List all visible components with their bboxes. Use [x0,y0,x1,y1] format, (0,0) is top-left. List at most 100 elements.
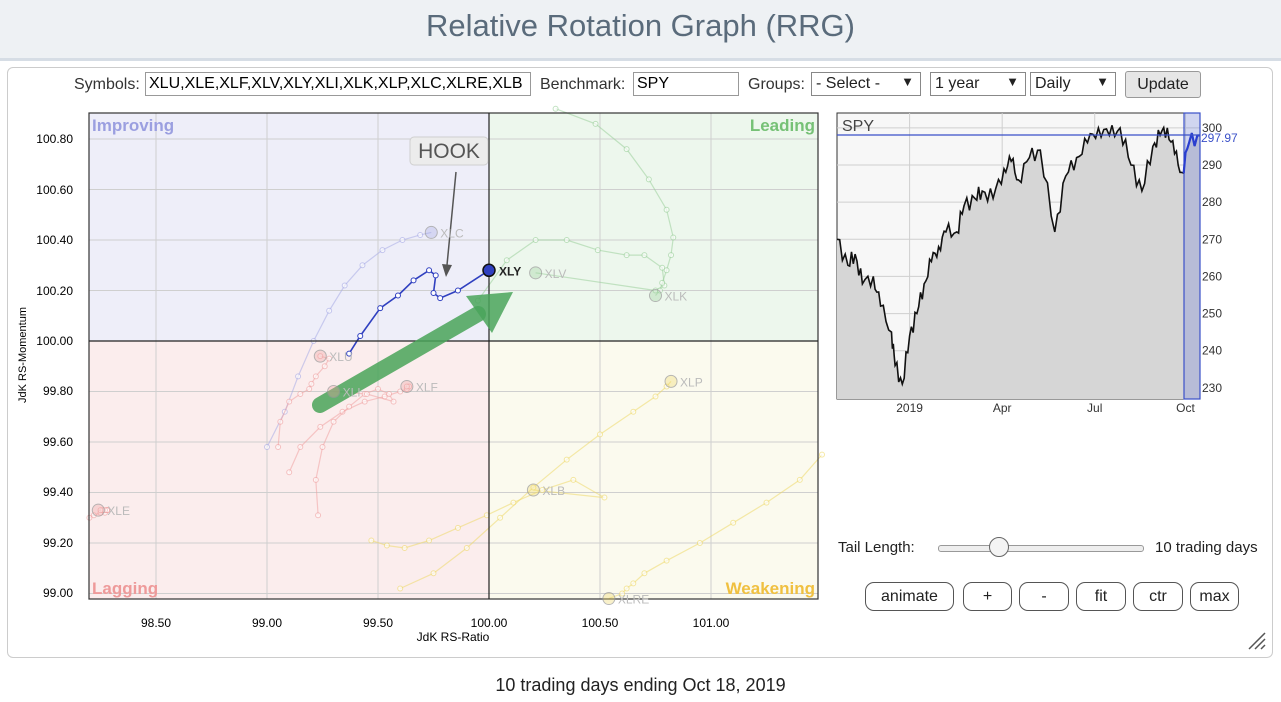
rrg-tail-point [463,545,470,552]
benchmark-label: Benchmark: [540,76,626,93]
frequency-select[interactable]: Daily ▼ [1030,72,1116,96]
rrg-point-xli[interactable] [327,385,341,398]
rrg-tail-point [417,231,424,238]
rrg-tail-point [286,398,293,405]
rrg-point-label: XLU [329,350,352,364]
rrg-tail-point [306,385,313,392]
improving-label: Improving [92,116,174,135]
rrg-tail-point [630,408,637,415]
rrg-point-xlv[interactable] [529,266,543,280]
x-tick-label: 100.00 [471,616,508,630]
rrg-point-label: XLY [499,264,521,278]
max-button[interactable]: max [1190,582,1239,611]
rrg-tail-point [264,444,270,451]
dropdown-arrow-icon: ▼ [1006,74,1019,89]
rrg-point-label: XLRE [618,593,649,607]
rrg-tail-point [656,287,663,294]
rrg-tail-point [663,267,670,274]
rrg-tail-point [394,292,401,299]
x-tick-label: 99.50 [363,616,393,630]
resize-handle-icon[interactable] [1247,631,1267,651]
rrg-tail-point [330,418,337,425]
leading-label: Leading [750,116,815,135]
x-axis-label: JdK RS-Ratio [417,630,490,644]
rrg-point-xlf[interactable] [400,379,414,393]
y-tick-label: 100.20 [36,284,73,298]
tail-length-label: Tail Length: [838,539,915,556]
fit-button[interactable]: fit [1076,582,1126,611]
rrg-point-xlu[interactable] [313,349,327,363]
rrg-point-xlc[interactable] [424,225,438,239]
page-title: Relative Rotation Graph (RRG) [426,8,855,43]
rrg-tail-point [317,423,324,430]
animate-button[interactable]: animate [865,582,954,611]
rrg-point-xlk[interactable] [649,289,662,303]
hook-label: HOOK [418,140,480,163]
rrg-tail-point [641,252,648,259]
rrg-tail-point [97,507,104,514]
hook-pointer-head-icon [442,264,452,277]
rrg-tail-point [532,237,539,243]
tail-length-track[interactable] [938,545,1144,552]
rrg-tail-point [426,537,433,544]
period-select-value: 1 year [935,75,980,92]
rrg-tail-point [730,519,737,526]
rrg-tail-point [363,391,370,398]
symbols-input[interactable] [145,72,531,96]
rrg-tail-point [696,540,703,546]
rrg-tail-point [503,257,510,264]
rrg-point-xle[interactable] [91,503,105,517]
rrg-series-points[interactable]: XLY XLC XLV XLK XLU XLF XLI XLB XLP XLRE XLE [91,225,703,607]
rrg-tail-point [619,590,626,597]
zoom-out-button[interactable]: - [1019,582,1069,611]
tail-length-thumb[interactable] [989,537,1010,557]
symbols-label: Symbols: [74,76,140,93]
rrg-point-xly[interactable] [482,263,496,278]
rrg-tail-point [383,542,390,549]
rrg-tail-point [659,279,666,286]
rrg-tail-point [321,363,328,370]
rrg-tail-point [426,267,433,274]
rrg-frame [88,112,819,600]
rrg-tail-point [317,353,324,360]
groups-select[interactable]: - Select - ▼ [811,72,921,96]
rrg-tail-point [341,282,348,289]
lagging-label: Lagging [92,579,158,598]
controls-bar: Symbols: Benchmark: Groups: - Select - ▼… [0,71,1281,99]
benchmark-input[interactable] [633,72,739,96]
rrg-tail-point [592,120,599,127]
update-button[interactable]: Update [1125,71,1201,98]
rrg-tail-point [312,373,319,380]
weakening-label: Weakening [726,579,815,598]
rrg-point-xlb[interactable] [526,483,540,497]
x-tick-label: 101.00 [693,616,730,630]
rrg-tail-point [552,105,559,112]
rrg-tail-point [90,512,97,519]
rrg-point-xlp[interactable] [664,374,678,388]
rrg-point-xlre[interactable] [602,592,616,606]
rrg-tail-point [530,484,537,491]
rrg-tail-point [663,383,670,390]
zoom-in-button[interactable]: + [963,582,1012,611]
hook-pointer-line [446,171,457,266]
y-tick-label: 99.80 [43,384,73,398]
trend-arrow-icon [312,292,513,413]
rrg-tail-point [319,444,326,451]
rrg-point-label: XLV [545,267,567,281]
groups-label: Groups: [748,76,805,93]
rrg-tail-point [390,398,397,405]
leading-quadrant [489,113,818,341]
rrg-tail-point [357,332,364,339]
rrg-tail-point [326,355,333,362]
center-button[interactable]: ctr [1133,582,1183,611]
rrg-tail-point [563,456,570,463]
rrg-tail-point [630,580,637,587]
rrg-tail-point [401,545,408,552]
rrg-tail-point [497,514,504,521]
tail-length-value: 10 trading days [1155,539,1258,556]
rrg-tail-point [339,408,346,415]
rrg-tail-point [623,146,630,153]
rrg-point-label: XLI [343,386,361,400]
period-select[interactable]: 1 year ▼ [930,72,1026,96]
